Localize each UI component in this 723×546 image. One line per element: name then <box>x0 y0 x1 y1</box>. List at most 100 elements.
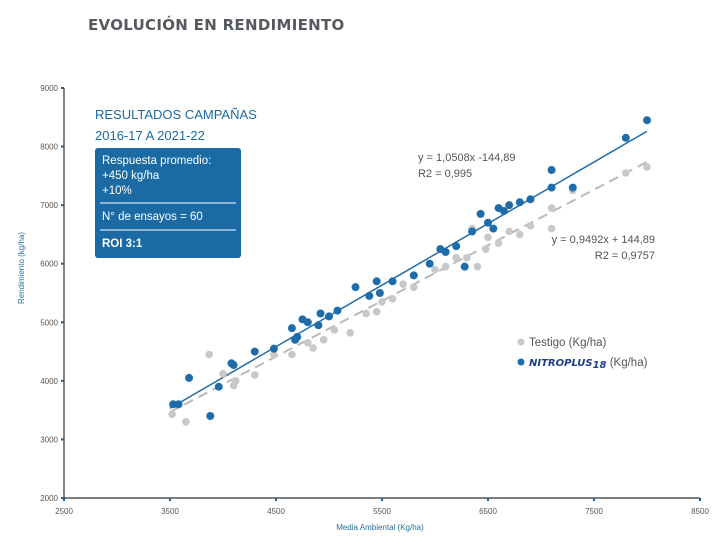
point-nitroplus <box>643 116 651 125</box>
legend-label-nitroplus: NITROPLUS18 (Kg/ha) <box>529 357 648 371</box>
point-testigo <box>182 418 190 426</box>
data-points <box>168 116 651 426</box>
point-testigo <box>441 262 450 271</box>
point-nitroplus <box>269 344 278 353</box>
point-testigo <box>547 224 556 233</box>
point-testigo <box>288 350 296 359</box>
y-tick-label: 6000 <box>40 260 58 269</box>
results-title-line2: 2016-17 A 2021-22 <box>95 128 205 143</box>
point-testigo <box>473 262 482 271</box>
point-nitroplus <box>547 183 556 192</box>
equation-nitroplus: y = 1,0508x -144,89 <box>418 152 516 164</box>
legend-marker-nitroplus <box>517 358 525 366</box>
y-axis-label: Rendimiento (kg/ha) <box>17 232 26 304</box>
y-tick-label: 7000 <box>40 201 58 210</box>
point-testigo <box>319 336 328 344</box>
point-testigo <box>372 307 381 316</box>
point-testigo <box>547 204 556 212</box>
x-tick-label: 8500 <box>691 507 709 516</box>
point-nitroplus <box>468 227 477 236</box>
point-nitroplus <box>375 289 384 297</box>
point-testigo <box>231 377 240 385</box>
y-tick-label: 4000 <box>40 377 58 386</box>
trendline-testigo <box>169 161 648 413</box>
point-nitroplus <box>568 183 577 192</box>
point-testigo <box>526 221 535 230</box>
point-nitroplus <box>505 201 514 210</box>
point-testigo <box>482 245 490 253</box>
point-nitroplus <box>185 373 194 382</box>
point-nitroplus <box>229 361 238 370</box>
point-testigo <box>304 338 312 347</box>
y-tick-label: 2000 <box>40 494 58 503</box>
point-nitroplus <box>174 400 183 409</box>
point-testigo <box>452 254 461 262</box>
legend-marker-testigo <box>517 338 525 346</box>
legend-brand: NITROPLUS <box>529 358 593 369</box>
results-line-2: +450 kg/ha <box>102 170 160 182</box>
point-testigo <box>399 280 408 289</box>
point-nitroplus <box>499 207 508 215</box>
r2-testigo: R2 = 0,9757 <box>595 250 655 262</box>
x-tick-label: 3500 <box>161 507 179 516</box>
point-testigo <box>219 370 227 378</box>
point-nitroplus <box>547 166 556 174</box>
x-tick-label: 2500 <box>55 507 73 516</box>
point-nitroplus <box>325 312 333 321</box>
point-nitroplus <box>484 218 492 227</box>
y-ticks: 2000 3000 4000 5000 6000 7000 8000 9000 <box>40 84 64 503</box>
results-box: Respuesta promedio: +450 kg/ha +10% N° d… <box>95 148 241 258</box>
results-line-3: +10% <box>102 185 132 197</box>
point-testigo <box>431 265 439 274</box>
point-testigo <box>516 230 524 239</box>
results-line-5: ROI 3:1 <box>102 238 143 250</box>
trendline-nitroplus <box>169 130 648 409</box>
x-tick-label: 7500 <box>585 507 603 516</box>
legend-label-testigo: Testigo (Kg/ha) <box>529 337 607 349</box>
point-nitroplus <box>250 347 259 356</box>
point-nitroplus <box>372 277 381 286</box>
point-testigo <box>622 169 630 177</box>
point-nitroplus <box>425 259 434 268</box>
x-ticks: 2500 3500 4500 5500 6500 7500 8500 <box>55 498 709 516</box>
point-nitroplus <box>314 321 323 330</box>
point-nitroplus <box>206 412 215 420</box>
r2-nitroplus: R2 = 0,995 <box>418 168 472 180</box>
point-nitroplus <box>316 309 325 318</box>
point-testigo <box>362 309 370 318</box>
legend-brand-sub: 18 <box>593 360 607 371</box>
point-nitroplus <box>409 271 418 280</box>
point-nitroplus <box>365 291 374 300</box>
x-tick-label: 5500 <box>373 507 391 516</box>
point-nitroplus <box>515 198 524 207</box>
point-nitroplus <box>351 283 360 292</box>
point-testigo <box>330 326 339 334</box>
x-axis-label: Media Ambiental (Kg/ha) <box>336 523 424 532</box>
point-nitroplus <box>621 133 630 142</box>
point-testigo <box>388 295 397 303</box>
point-testigo <box>309 344 317 352</box>
point-nitroplus <box>452 242 461 251</box>
point-nitroplus <box>489 224 498 233</box>
point-testigo <box>251 371 259 379</box>
results-title-line1: RESULTADOS CAMPAÑAS <box>95 107 257 122</box>
point-testigo <box>378 297 386 306</box>
trendlines <box>169 130 648 413</box>
point-testigo <box>643 163 651 171</box>
point-nitroplus <box>287 324 296 333</box>
legend: Testigo (Kg/ha) NITROPLUS18 (Kg/ha) <box>517 337 648 371</box>
results-line-4: N° de ensayos = 60 <box>102 211 203 223</box>
point-nitroplus <box>476 209 485 218</box>
point-testigo <box>494 239 503 248</box>
point-testigo <box>410 283 418 291</box>
point-testigo <box>205 350 214 359</box>
point-nitroplus <box>293 332 302 341</box>
results-line-1: Respuesta promedio: <box>102 155 211 167</box>
equation-testigo: y = 0,9492x + 144,89 <box>552 234 655 246</box>
point-nitroplus <box>303 318 312 327</box>
x-tick-label: 6500 <box>479 507 497 516</box>
chart-title: EVOLUCIÓN EN RENDIMIENTO <box>88 15 345 34</box>
point-nitroplus <box>526 195 535 204</box>
point-testigo <box>463 254 471 262</box>
